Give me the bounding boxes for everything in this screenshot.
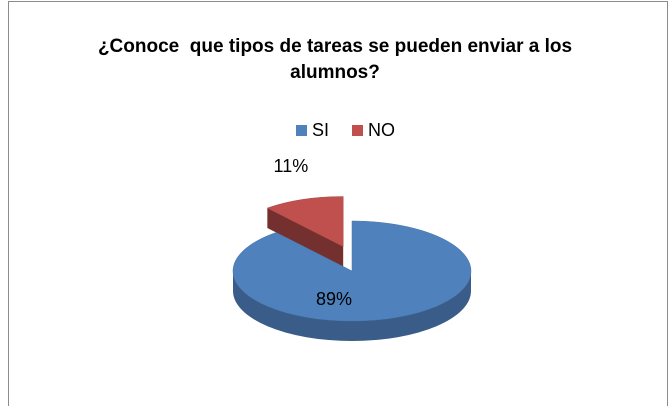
chart-title: ¿Conoce que tipos de tareas se pueden en… (97, 36, 578, 83)
slice (266, 196, 344, 247)
legend-swatch (352, 125, 363, 136)
legend-swatch (296, 125, 307, 136)
data-label: 89% (316, 289, 352, 309)
slice-side (267, 208, 344, 267)
legend-label: NO (368, 120, 395, 140)
legend-label: SI (312, 120, 329, 140)
slice (232, 220, 472, 322)
slice-wall (233, 271, 471, 341)
data-label: 11% (274, 156, 309, 176)
